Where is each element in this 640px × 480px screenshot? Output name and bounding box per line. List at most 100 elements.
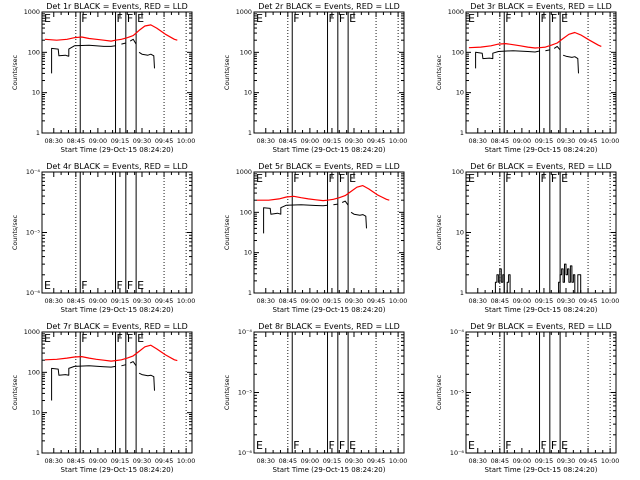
x-tick-label: 09:30: [557, 457, 575, 465]
panel-title: Det 5r BLACK = Events, RED = LLD: [258, 162, 400, 171]
y-tick-label: 1000: [24, 8, 40, 16]
x-axis-label: Start Time (29-Oct-15 08:24:20): [61, 146, 174, 154]
marker-label-f: F: [541, 439, 547, 452]
marker-label-f: F: [293, 172, 299, 185]
marker-label-f: F: [293, 439, 299, 452]
marker-label-e: E: [349, 12, 356, 25]
plot-frame: [465, 331, 617, 454]
y-tick-label: 1000: [236, 168, 252, 176]
marker-label-f: F: [81, 279, 87, 292]
y-tick-label: 100: [28, 48, 40, 56]
series-lld-line: [44, 24, 178, 42]
y-tick-label: 10⁻⁶: [238, 449, 253, 457]
marker-label-f: F: [551, 172, 557, 185]
marker-label-f: F: [117, 279, 123, 292]
x-axis-label: Start Time (29-Oct-15 08:24:20): [485, 466, 598, 474]
panel-title: Det 7r BLACK = Events, RED = LLD: [46, 322, 188, 331]
marker-label-f: F: [127, 279, 133, 292]
marker-label-e: E: [561, 439, 568, 452]
x-tick-label: 10:00: [389, 457, 407, 465]
x-tick-label: 08:30: [45, 457, 63, 465]
marker-label-f: F: [81, 332, 87, 345]
series-events-line: [562, 54, 579, 74]
x-tick-label: 09:45: [155, 297, 173, 305]
x-tick-label: 10:00: [601, 297, 619, 305]
marker-label-e: E: [349, 439, 356, 452]
x-tick-label: 08:30: [469, 297, 487, 305]
corner-marker-e: E: [44, 12, 51, 25]
series-lld-line: [44, 344, 178, 362]
x-tick-label: 08:45: [279, 297, 297, 305]
x-tick-label: 09:45: [579, 297, 597, 305]
x-tick-label: 09:45: [579, 137, 597, 145]
y-tick-label: 10⁻⁴: [238, 328, 253, 336]
x-tick-label: 09:30: [345, 457, 363, 465]
y-tick-label: 1: [248, 289, 252, 297]
x-tick-label: 09:15: [535, 297, 553, 305]
x-tick-label: 09:45: [367, 297, 385, 305]
x-tick-label: 10:00: [389, 137, 407, 145]
series-events-line: [350, 211, 367, 229]
x-axis-label: Start Time (29-Oct-15 08:24:20): [273, 306, 386, 314]
x-tick-label: 08:30: [257, 457, 275, 465]
x-tick-label: 09:30: [345, 137, 363, 145]
x-tick-label: 08:45: [491, 137, 509, 145]
series-events-line: [138, 51, 155, 69]
x-tick-label: 09:15: [535, 457, 553, 465]
marker-label-f: F: [541, 12, 547, 25]
marker-label-e: E: [561, 12, 568, 25]
plot-frame: [465, 171, 617, 294]
corner-marker-e: E: [256, 12, 263, 25]
series-lld-line: [468, 31, 602, 49]
panel-title: Det 6r BLACK = Events, RED = LLD: [470, 162, 612, 171]
y-tick-label: 10⁻⁶: [26, 289, 41, 297]
marker-label-f: F: [117, 12, 123, 25]
x-axis-label: Start Time (29-Oct-15 08:24:20): [273, 146, 386, 154]
x-tick-label: 10:00: [177, 457, 195, 465]
x-tick-label: 09:00: [513, 137, 531, 145]
marker-label-f: F: [505, 12, 511, 25]
panel-title: Det 2r BLACK = Events, RED = LLD: [258, 2, 400, 11]
plot-frame: [41, 331, 193, 454]
marker-label-e: E: [137, 279, 144, 292]
x-axis-label: Start Time (29-Oct-15 08:24:20): [61, 306, 174, 314]
y-axis-label: Counts/sec: [435, 214, 443, 250]
x-tick-label: 09:00: [301, 137, 319, 145]
y-tick-label: 1: [460, 129, 464, 137]
marker-label-f: F: [505, 439, 511, 452]
marker-label-f: F: [551, 439, 557, 452]
x-tick-label: 08:30: [45, 137, 63, 145]
y-tick-label: 1000: [448, 8, 464, 16]
x-tick-label: 09:45: [367, 137, 385, 145]
x-tick-label: 08:45: [491, 457, 509, 465]
plot-frame: [41, 171, 193, 294]
series-events-line: [51, 365, 116, 401]
x-tick-label: 09:00: [301, 297, 319, 305]
panel-title: Det 1r BLACK = Events, RED = LLD: [46, 2, 188, 11]
y-axis-label: Counts/sec: [435, 374, 443, 410]
x-tick-label: 09:15: [323, 457, 341, 465]
y-tick-label: 10: [244, 89, 252, 97]
y-tick-label: 100: [240, 48, 252, 56]
x-tick-label: 09:15: [111, 297, 129, 305]
x-tick-label: 10:00: [177, 297, 195, 305]
y-tick-label: 100: [28, 368, 40, 376]
x-tick-label: 09:45: [155, 137, 173, 145]
series-events-line: [129, 38, 137, 45]
series-events-line: [341, 200, 349, 206]
x-tick-label: 09:15: [535, 137, 553, 145]
marker-label-f: F: [329, 439, 335, 452]
corner-marker-e: E: [468, 172, 475, 185]
plot-frame: [41, 11, 193, 134]
corner-marker-e: E: [44, 332, 51, 345]
y-axis-label: Counts/sec: [223, 54, 231, 90]
marker-label-e: E: [561, 172, 568, 185]
corner-marker-e: E: [44, 279, 51, 292]
x-tick-label: 09:30: [133, 297, 151, 305]
y-tick-label: 1: [248, 129, 252, 137]
y-axis-label: Counts/sec: [11, 54, 19, 90]
y-axis-label: Counts/sec: [11, 374, 19, 410]
